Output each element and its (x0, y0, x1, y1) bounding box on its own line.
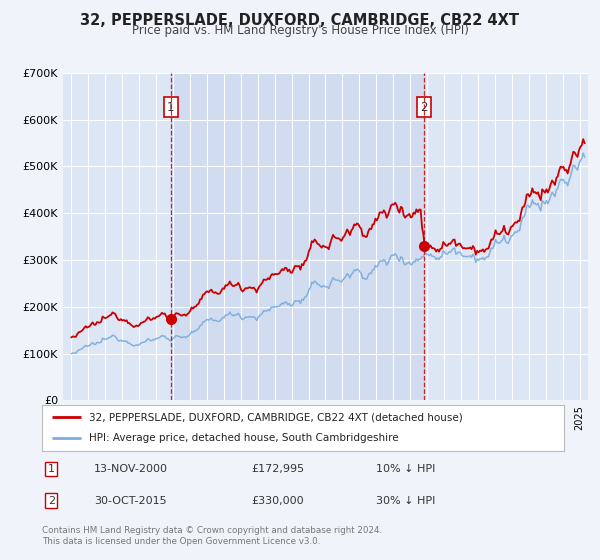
Text: 1: 1 (167, 101, 175, 114)
Text: 30% ↓ HPI: 30% ↓ HPI (376, 496, 436, 506)
Text: 32, PEPPERSLADE, DUXFORD, CAMBRIDGE, CB22 4XT: 32, PEPPERSLADE, DUXFORD, CAMBRIDGE, CB2… (80, 13, 520, 28)
Bar (171, 73, 424, 400)
Text: 10% ↓ HPI: 10% ↓ HPI (376, 464, 436, 474)
Text: Price paid vs. HM Land Registry's House Price Index (HPI): Price paid vs. HM Land Registry's House … (131, 24, 469, 36)
Text: This data is licensed under the Open Government Licence v3.0.: This data is licensed under the Open Gov… (42, 538, 320, 547)
Text: 30-OCT-2015: 30-OCT-2015 (94, 496, 167, 506)
Text: £172,995: £172,995 (251, 464, 304, 474)
Text: Contains HM Land Registry data © Crown copyright and database right 2024.: Contains HM Land Registry data © Crown c… (42, 526, 382, 535)
Text: 2: 2 (421, 101, 428, 114)
Text: HPI: Average price, detached house, South Cambridgeshire: HPI: Average price, detached house, Sout… (89, 433, 398, 444)
Text: £330,000: £330,000 (251, 496, 304, 506)
Text: 13-NOV-2000: 13-NOV-2000 (94, 464, 168, 474)
Text: 32, PEPPERSLADE, DUXFORD, CAMBRIDGE, CB22 4XT (detached house): 32, PEPPERSLADE, DUXFORD, CAMBRIDGE, CB2… (89, 412, 463, 422)
Text: 1: 1 (48, 464, 55, 474)
Text: 2: 2 (48, 496, 55, 506)
